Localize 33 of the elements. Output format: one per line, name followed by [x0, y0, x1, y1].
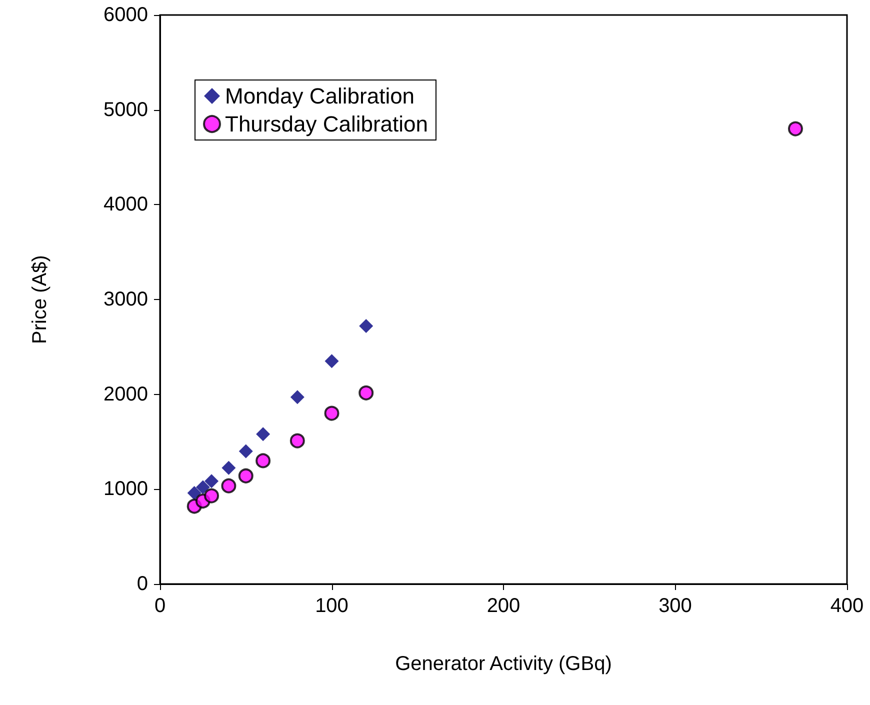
- y-tick-label: 1000: [104, 478, 148, 500]
- point: [221, 478, 236, 494]
- point: [204, 474, 219, 488]
- point: [238, 444, 253, 458]
- point: [358, 385, 374, 400]
- point: [324, 354, 339, 368]
- x-tick-label: 300: [658, 595, 692, 617]
- point: [290, 390, 304, 404]
- point: [187, 486, 202, 500]
- point: [238, 468, 254, 484]
- y-tick-label: 2000: [104, 383, 148, 406]
- point: [324, 406, 340, 421]
- point: [204, 488, 220, 504]
- x-tick-label: 100: [315, 595, 348, 617]
- point: [359, 319, 374, 334]
- y-tick-label: 0: [136, 573, 148, 595]
- legend-label: Thursday Calibration: [225, 112, 428, 136]
- y-tick-label: 6000: [104, 4, 148, 26]
- x-tick-label: 200: [486, 595, 520, 617]
- y-tick-label: 5000: [104, 98, 148, 121]
- y-tick-label: 4000: [104, 194, 148, 216]
- point: [256, 427, 270, 442]
- point: [290, 433, 305, 448]
- x-axis-title: Generator Activity (GBq): [395, 653, 612, 675]
- y-axis-title: Price (A$): [29, 255, 51, 344]
- point: [222, 460, 236, 475]
- point: [196, 480, 210, 494]
- x-tick-label: 0: [154, 595, 166, 617]
- x-tick-label: 400: [830, 595, 864, 617]
- legend-label: Monday Calibration: [225, 84, 415, 108]
- point: [788, 121, 803, 136]
- point: [256, 453, 271, 468]
- y-tick-label: 3000: [104, 288, 148, 310]
